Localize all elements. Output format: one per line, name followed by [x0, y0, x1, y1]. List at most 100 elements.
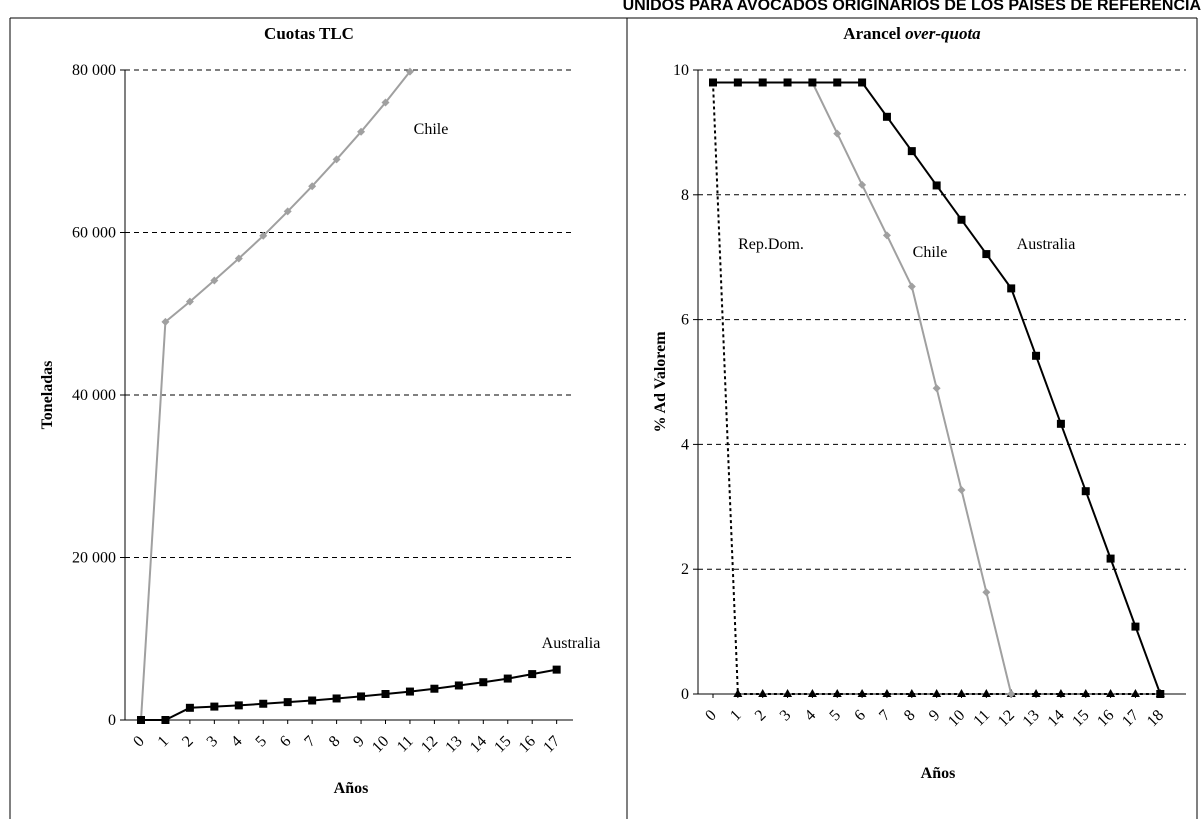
data-point-australia — [1131, 622, 1140, 631]
y-tick-label: 0 — [681, 686, 689, 703]
data-point-rep-dom — [857, 689, 867, 697]
data-point-australia — [783, 78, 792, 87]
data-point-chile — [259, 231, 268, 240]
data-point-rep-dom — [882, 689, 892, 697]
data-point-rep-dom — [1130, 689, 1140, 697]
data-point-australia — [1007, 284, 1016, 293]
data-point-rep-dom — [832, 689, 842, 697]
data-point-chile — [1007, 690, 1016, 698]
y-tick-label: 8 — [681, 187, 689, 204]
data-point-australia — [957, 215, 966, 224]
y-tick-label: 60 000 — [72, 225, 116, 242]
data-point-australia — [283, 698, 292, 707]
data-point-chile — [308, 182, 317, 191]
series-line-chile — [140, 70, 411, 721]
data-point-rep-dom — [1081, 689, 1091, 697]
data-point-rep-dom — [783, 689, 793, 697]
data-point-australia — [833, 78, 842, 87]
y-tick-labels: 0 20 000 40 000 60 000 80 000 — [72, 62, 116, 729]
data-point-chile — [907, 282, 916, 291]
data-point-australia — [454, 681, 463, 690]
chart-title: Cuotas TLC — [264, 24, 354, 43]
data-point-australia — [1032, 351, 1041, 360]
data-point-chile — [234, 254, 243, 263]
chart-title: Arancel over-quota — [843, 24, 981, 43]
data-point-chile — [381, 98, 390, 107]
data-point-chile — [185, 297, 194, 306]
page-heading: UNIDOS PARA AVOCADOS ORIGINARIOS DE LOS … — [623, 0, 1201, 14]
series-label-australia: Australia — [542, 635, 601, 652]
data-point-australia — [332, 694, 341, 703]
data-point-australia — [405, 687, 414, 696]
data-point-australia — [932, 181, 941, 190]
series-label-chile: Chile — [913, 244, 948, 261]
data-point-australia — [185, 703, 194, 712]
data-point-australia — [808, 78, 817, 87]
axes — [120, 69, 573, 724]
data-point-australia — [733, 78, 742, 87]
data-point-australia — [1156, 690, 1165, 698]
y-tick-label: 40 000 — [72, 387, 116, 404]
data-point-australia — [1056, 419, 1065, 428]
data-point-chile — [161, 317, 170, 326]
data-point-australia — [161, 716, 170, 724]
data-point-rep-dom — [981, 689, 991, 697]
series-line-australia — [141, 668, 557, 721]
data-point-australia — [308, 696, 317, 705]
data-point-australia — [479, 678, 488, 687]
data-point-australia — [528, 670, 537, 679]
data-point-chile — [332, 155, 341, 164]
data-point-chile — [932, 384, 941, 393]
data-point-chile — [283, 207, 292, 216]
data-point-australia — [430, 684, 439, 693]
y-tick-label: 80 000 — [72, 62, 116, 79]
chart-title-prefix: Arancel — [843, 24, 905, 43]
data-point-chile — [858, 180, 867, 189]
data-point-australia — [503, 674, 512, 683]
data-point-australia — [758, 78, 767, 87]
series-label-chile: Chile — [414, 121, 449, 138]
data-point-australia — [1106, 554, 1115, 563]
series-group — [709, 78, 1165, 698]
x-axis-label: Años — [921, 765, 956, 782]
y-tick-label: 10 — [673, 62, 689, 79]
series-label-australia: Australia — [1017, 236, 1076, 253]
y-tick-label: 2 — [681, 561, 689, 578]
x-axis-label: Años — [334, 780, 369, 797]
data-point-chile — [405, 67, 414, 76]
data-point-australia — [1081, 487, 1090, 496]
data-point-australia — [907, 147, 916, 156]
y-tick-label: 4 — [681, 436, 689, 453]
data-point-chile — [882, 231, 891, 240]
data-point-rep-dom — [932, 689, 942, 697]
data-point-rep-dom — [807, 689, 817, 697]
chart-title-emphasis: over-quota — [905, 24, 981, 43]
y-tick-labels: 0 2 4 6 8 10 — [673, 62, 689, 703]
data-point-australia — [357, 692, 366, 701]
data-point-rep-dom — [1056, 689, 1066, 697]
y-tick-label: 20 000 — [72, 550, 116, 567]
data-point-rep-dom — [957, 689, 966, 697]
data-point-chile — [357, 127, 366, 136]
y-axis-label: Toneladas — [39, 361, 56, 430]
series-label-rep-dom: Rep.Dom. — [738, 236, 804, 253]
data-point-australia — [709, 78, 717, 87]
data-point-australia — [381, 690, 390, 698]
y-axis-label: % Ad Valorem — [652, 331, 669, 433]
data-point-rep-dom — [907, 689, 917, 697]
data-point-rep-dom — [758, 689, 768, 697]
data-point-australia — [552, 665, 561, 674]
data-point-chile — [210, 276, 219, 285]
y-tick-label: 0 — [108, 712, 116, 729]
data-point-australia — [982, 250, 991, 259]
data-point-rep-dom — [1031, 689, 1041, 697]
data-point-australia — [858, 78, 867, 87]
data-point-australia — [882, 112, 891, 121]
data-point-chile — [982, 588, 991, 597]
data-point-rep-dom — [733, 689, 743, 697]
data-point-australia — [137, 716, 145, 724]
